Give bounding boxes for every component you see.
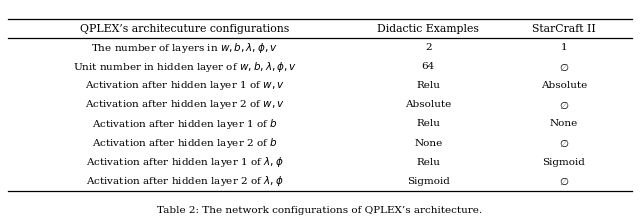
Text: Relu: Relu	[417, 81, 440, 90]
Text: Activation after hidden layer 1 of $b$: Activation after hidden layer 1 of $b$	[92, 117, 278, 131]
Text: StarCraft II: StarCraft II	[532, 24, 596, 33]
Text: Activation after hidden layer 1 of $w, v$: Activation after hidden layer 1 of $w, v…	[84, 79, 284, 92]
Text: None: None	[550, 120, 578, 128]
Text: Relu: Relu	[417, 120, 440, 128]
Text: Activation after hidden layer 2 of $\lambda, \phi$: Activation after hidden layer 2 of $\lam…	[86, 174, 284, 188]
Text: 2: 2	[425, 43, 431, 52]
Text: The number of layers in $w, b, \lambda, \phi, v$: The number of layers in $w, b, \lambda, …	[92, 41, 278, 55]
Text: Absolute: Absolute	[541, 81, 587, 90]
Text: Activation after hidden layer 1 of $\lambda, \phi$: Activation after hidden layer 1 of $\lam…	[86, 155, 284, 169]
Text: $\varnothing$: $\varnothing$	[559, 137, 569, 149]
Text: $\varnothing$: $\varnothing$	[559, 175, 569, 187]
Text: Didactic Examples: Didactic Examples	[378, 24, 479, 33]
Text: $\varnothing$: $\varnothing$	[559, 61, 569, 73]
Text: 64: 64	[422, 62, 435, 71]
Text: Activation after hidden layer 2 of $b$: Activation after hidden layer 2 of $b$	[92, 136, 278, 150]
Text: Unit number in hidden layer of $w, b, \lambda, \phi, v$: Unit number in hidden layer of $w, b, \l…	[73, 60, 296, 74]
Text: Table 2: The network configurations of QPLEX’s architecture.: Table 2: The network configurations of Q…	[157, 206, 483, 215]
Text: Sigmoid: Sigmoid	[542, 158, 585, 167]
Text: QPLEX’s architecuture configurations: QPLEX’s architecuture configurations	[80, 24, 289, 33]
Text: $\varnothing$: $\varnothing$	[559, 99, 569, 111]
Text: Absolute: Absolute	[405, 100, 451, 109]
Text: Relu: Relu	[417, 158, 440, 167]
Text: Sigmoid: Sigmoid	[407, 177, 450, 186]
Text: None: None	[414, 138, 442, 148]
Text: Activation after hidden layer 2 of $w, v$: Activation after hidden layer 2 of $w, v…	[84, 98, 284, 112]
Text: 1: 1	[561, 43, 567, 52]
